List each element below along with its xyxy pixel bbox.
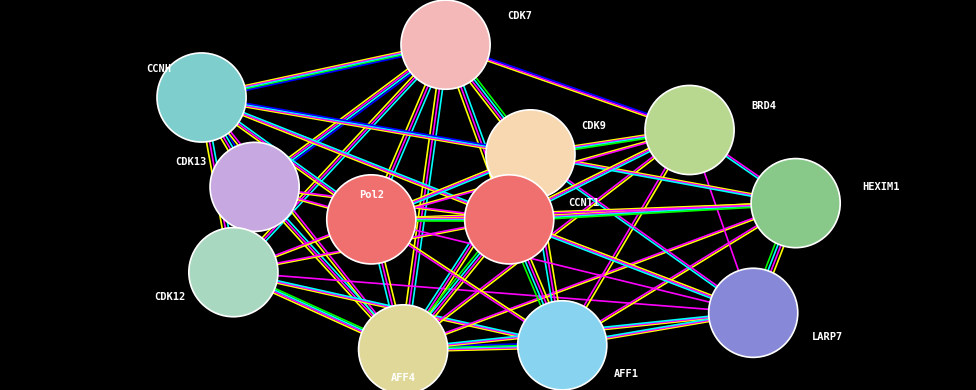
Text: LARP7: LARP7 <box>812 332 843 342</box>
Ellipse shape <box>752 159 840 248</box>
Text: CCNT1: CCNT1 <box>568 198 599 208</box>
Ellipse shape <box>517 301 607 390</box>
Ellipse shape <box>486 110 575 199</box>
Ellipse shape <box>188 228 278 317</box>
Text: CDK13: CDK13 <box>176 158 207 167</box>
Ellipse shape <box>401 0 490 89</box>
Text: BRD4: BRD4 <box>752 101 776 111</box>
Ellipse shape <box>157 53 246 142</box>
Text: AFF1: AFF1 <box>613 369 638 379</box>
Text: Pol2: Pol2 <box>359 190 384 200</box>
Ellipse shape <box>465 175 553 264</box>
Ellipse shape <box>645 85 734 175</box>
Text: HEXIM1: HEXIM1 <box>862 182 899 192</box>
Text: CDK9: CDK9 <box>582 121 607 131</box>
Ellipse shape <box>210 142 300 231</box>
Ellipse shape <box>358 305 448 390</box>
Text: CCNH: CCNH <box>146 64 172 74</box>
Text: CDK7: CDK7 <box>508 11 532 21</box>
Text: CDK12: CDK12 <box>154 292 185 301</box>
Ellipse shape <box>709 268 797 357</box>
Ellipse shape <box>327 175 416 264</box>
Text: AFF4: AFF4 <box>390 373 416 383</box>
